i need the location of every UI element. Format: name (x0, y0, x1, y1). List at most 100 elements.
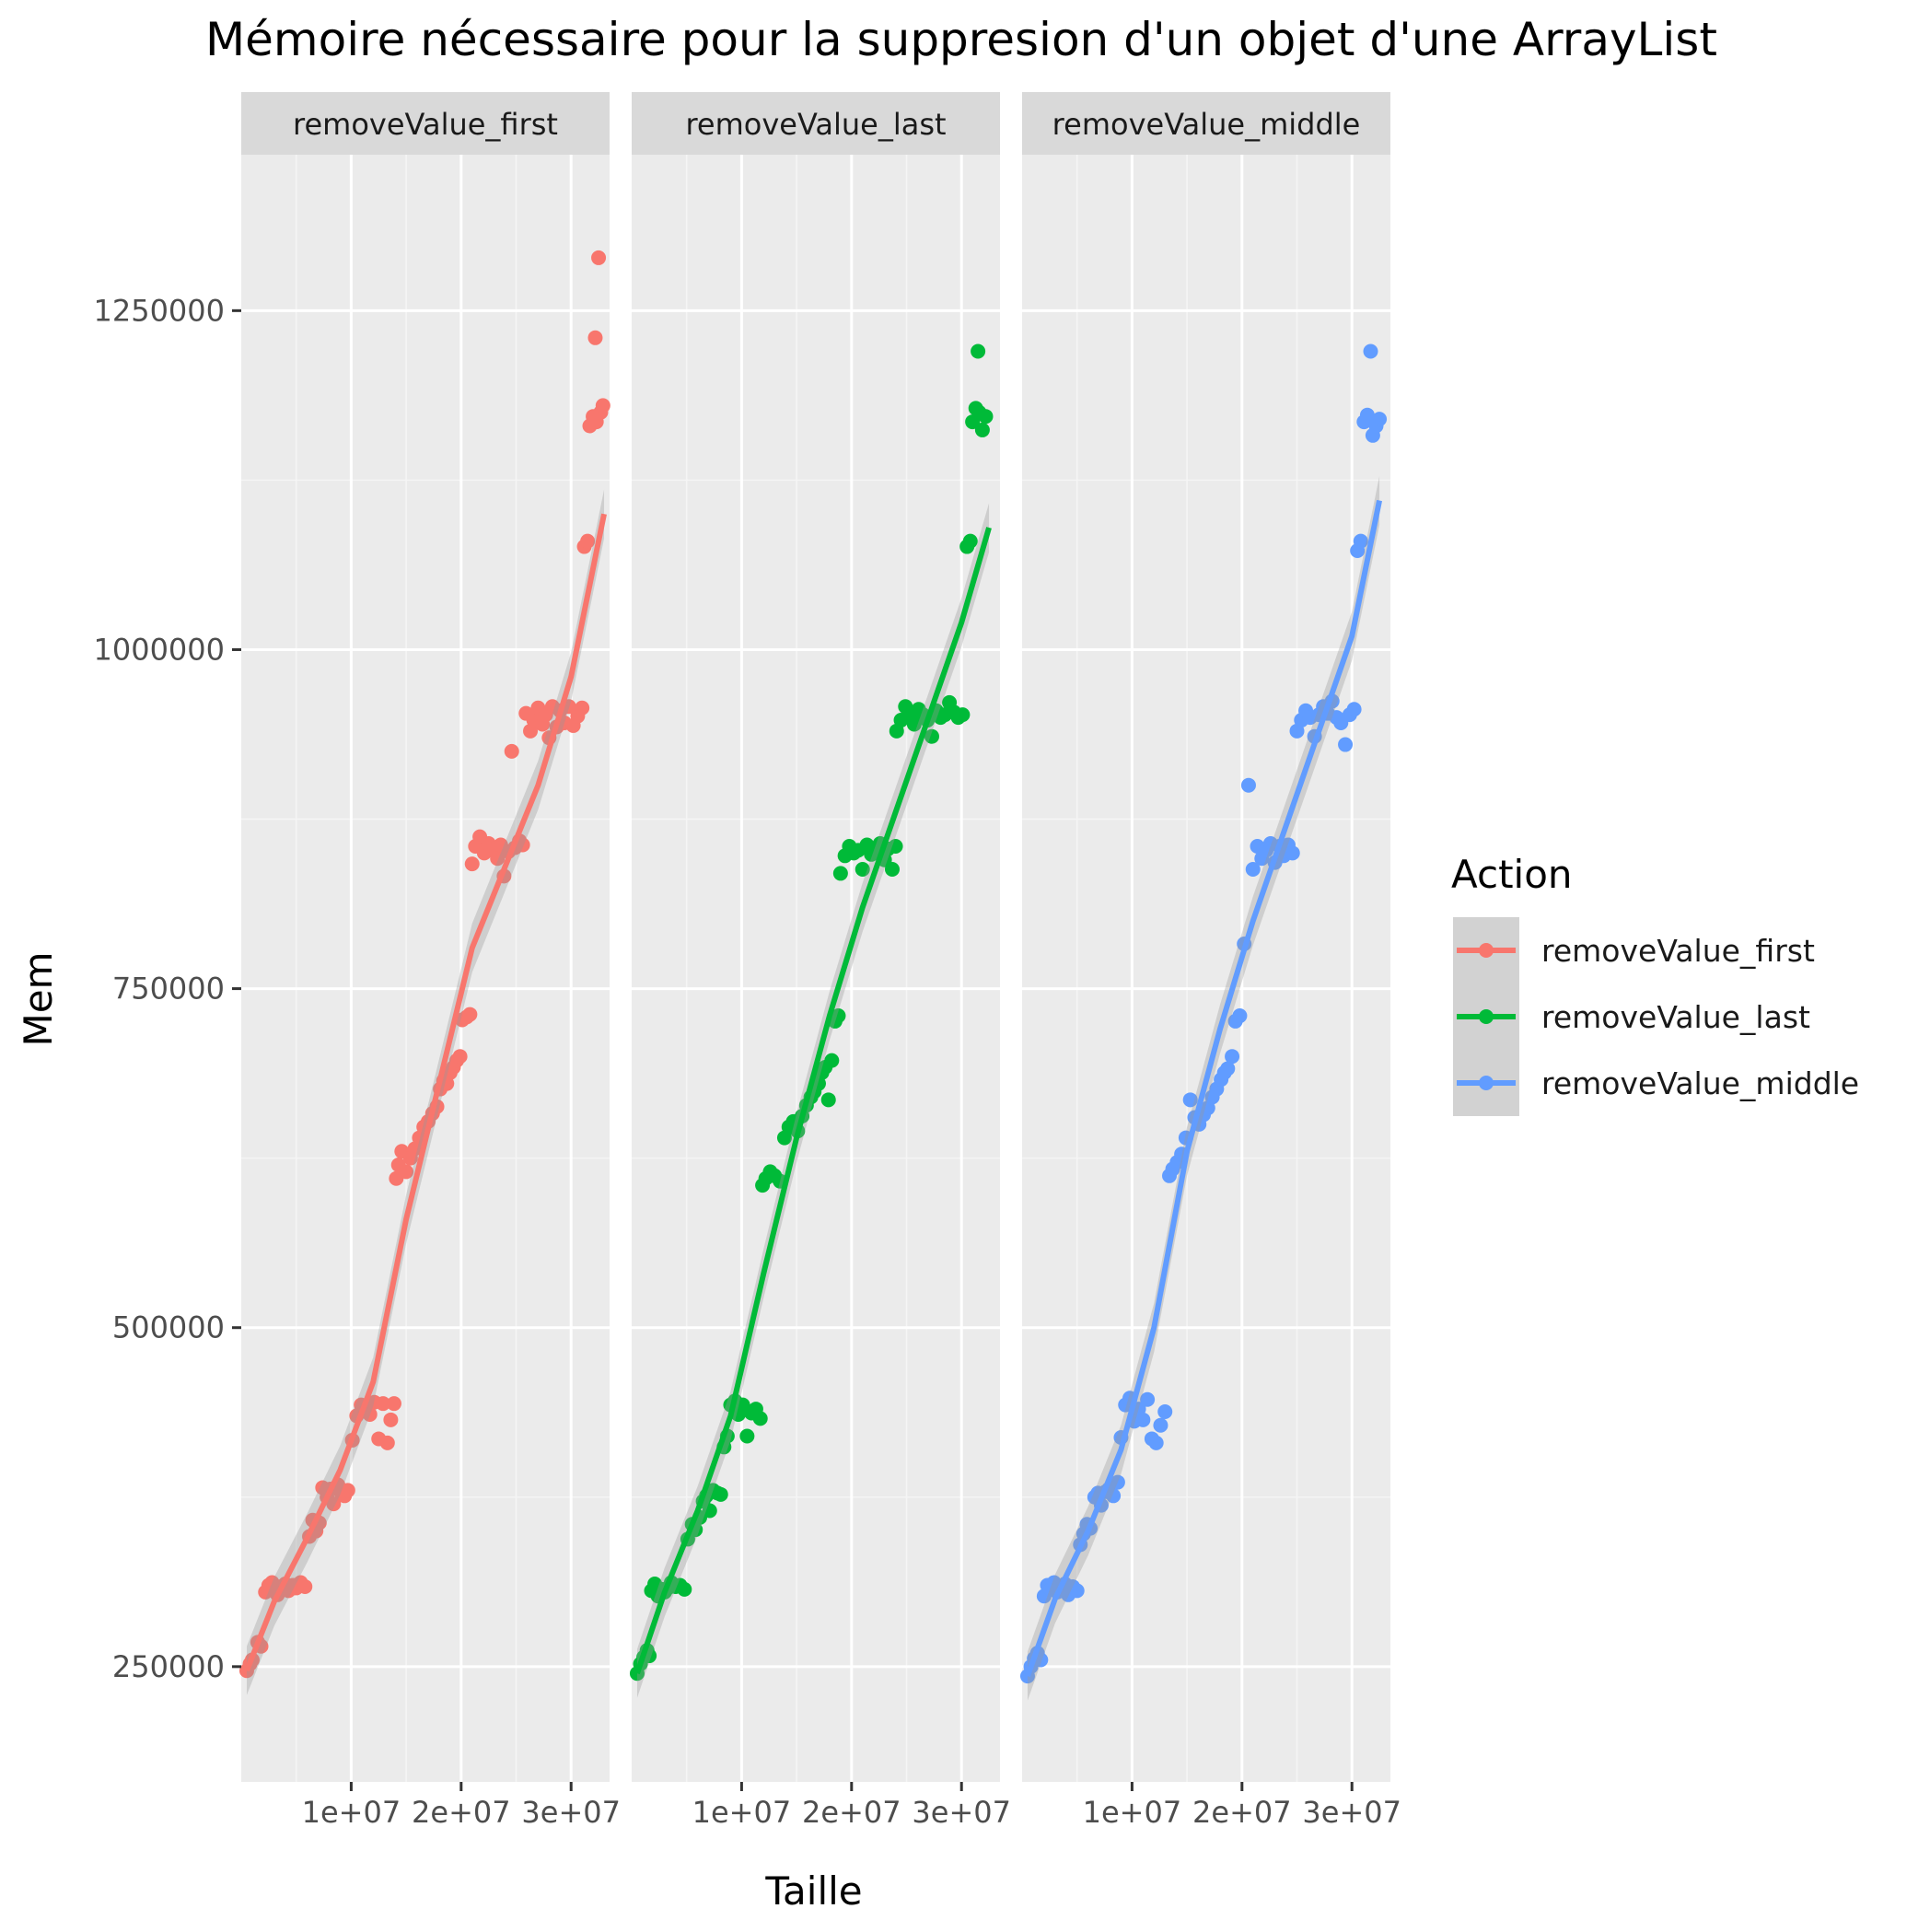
trend-line (244, 513, 607, 1672)
chart-title: Mémoire nécessaire pour la suppresion d'… (205, 13, 1717, 66)
data-point (1110, 1474, 1125, 1490)
data-point (824, 1053, 840, 1068)
data-point (383, 1412, 399, 1427)
data-point (376, 1396, 391, 1412)
data-point (1338, 737, 1354, 752)
facet-strip (1022, 92, 1390, 155)
panel-background (241, 155, 610, 1782)
x-tick-label: 1e+07 (1083, 1795, 1182, 1830)
data-point (831, 1008, 846, 1024)
data-point (1069, 1583, 1085, 1599)
data-point (595, 398, 610, 413)
data-point (888, 838, 903, 854)
data-point (855, 862, 870, 878)
facet-strip (241, 92, 610, 155)
data-point (974, 422, 990, 437)
data-point (906, 716, 922, 732)
legend-item-removeValue_first: removeValue_first (1453, 917, 1815, 983)
data-point (1285, 845, 1300, 861)
data-point (820, 1092, 836, 1108)
data-point (884, 862, 900, 878)
data-point (1225, 1049, 1240, 1065)
data-point (379, 1435, 395, 1450)
y-tick-label: 500000 (112, 1310, 225, 1345)
data-point (464, 856, 480, 872)
data-point (1182, 1092, 1198, 1108)
data-point (399, 1164, 414, 1180)
x-tick-label: 1e+07 (302, 1795, 401, 1830)
data-point (962, 533, 978, 549)
data-point (326, 1496, 342, 1512)
data-point (677, 1581, 692, 1597)
legend-item-removeValue_middle: removeValue_middle (1453, 1050, 1859, 1116)
facet-strip-label: removeValue_first (293, 107, 558, 142)
data-point (386, 1396, 401, 1412)
data-point (955, 707, 971, 723)
data-point (1353, 533, 1368, 549)
x-axis-title: Taille (764, 1868, 862, 1914)
data-point (1106, 1488, 1122, 1504)
facet-strip-label: removeValue_last (685, 107, 946, 142)
x-tick-label: 3e+07 (1302, 1795, 1401, 1830)
facet-panel-removeValue_middle: removeValue_middle 1e+07 2e+07 3e+07 (1019, 92, 1401, 1830)
data-point (462, 1007, 478, 1022)
data-point (739, 1428, 755, 1444)
facet-strip (632, 92, 1000, 155)
trend-line (634, 527, 992, 1675)
legend-label: removeValue_middle (1541, 1065, 1859, 1101)
data-point (575, 700, 590, 716)
data-point (1157, 1404, 1173, 1420)
y-tick-label: 750000 (112, 972, 225, 1007)
data-point (1140, 1391, 1156, 1407)
x-tick-label: 2e+07 (412, 1795, 511, 1830)
x-tick-label: 2e+07 (1192, 1795, 1292, 1830)
legend-key-point (1479, 1076, 1494, 1090)
data-point (515, 837, 530, 853)
data-point (1135, 1412, 1151, 1427)
data-point (978, 409, 994, 425)
data-point (1245, 862, 1261, 878)
data-point (752, 1411, 768, 1426)
legend-item-removeValue_last: removeValue_last (1453, 983, 1810, 1050)
trend-confidence-band (246, 489, 605, 1695)
y-axis: 250000 500000 750000 1000000 1250000 (93, 293, 241, 1684)
data-point (452, 1049, 468, 1065)
data-point (1363, 343, 1378, 359)
data-point (587, 330, 603, 345)
x-tick-label: 3e+07 (521, 1795, 621, 1830)
facet-strip-label: removeValue_middle (1052, 107, 1361, 142)
data-point (1232, 1008, 1248, 1024)
data-point (1372, 412, 1388, 427)
data-point (340, 1483, 355, 1498)
facet-panel-removeValue_last: removeValue_last 1e+07 2e+07 3e+07 (629, 92, 1011, 1830)
legend-label: removeValue_last (1541, 999, 1810, 1035)
x-tick-label: 2e+07 (802, 1795, 901, 1830)
data-point (924, 728, 939, 744)
facet-panel-removeValue_first: removeValue_first 1e+07 2e+07 3e+07 (238, 92, 621, 1830)
trend-line (1025, 499, 1382, 1678)
panel-background (632, 155, 1000, 1782)
data-point (580, 533, 596, 549)
data-point (1220, 1061, 1236, 1077)
x-tick-label: 1e+07 (692, 1795, 792, 1830)
data-point (490, 851, 506, 867)
legend-key-point (1479, 943, 1494, 958)
data-point (504, 743, 519, 759)
legend: Action removeValue_first removeValue_last… (1451, 852, 1859, 1116)
data-point (832, 866, 848, 881)
data-point (1153, 1417, 1168, 1433)
data-point (1359, 407, 1375, 423)
data-point (1346, 702, 1362, 717)
y-tick-label: 1250000 (93, 293, 225, 328)
data-point (713, 1486, 728, 1502)
data-point (1240, 777, 1256, 793)
panel-background (1022, 155, 1390, 1782)
legend-title: Action (1451, 852, 1573, 897)
data-point (591, 250, 607, 265)
y-tick-label: 250000 (112, 1649, 225, 1684)
y-tick-label: 1000000 (93, 632, 225, 667)
legend-label: removeValue_first (1541, 933, 1815, 969)
legend-key-point (1479, 1009, 1494, 1024)
